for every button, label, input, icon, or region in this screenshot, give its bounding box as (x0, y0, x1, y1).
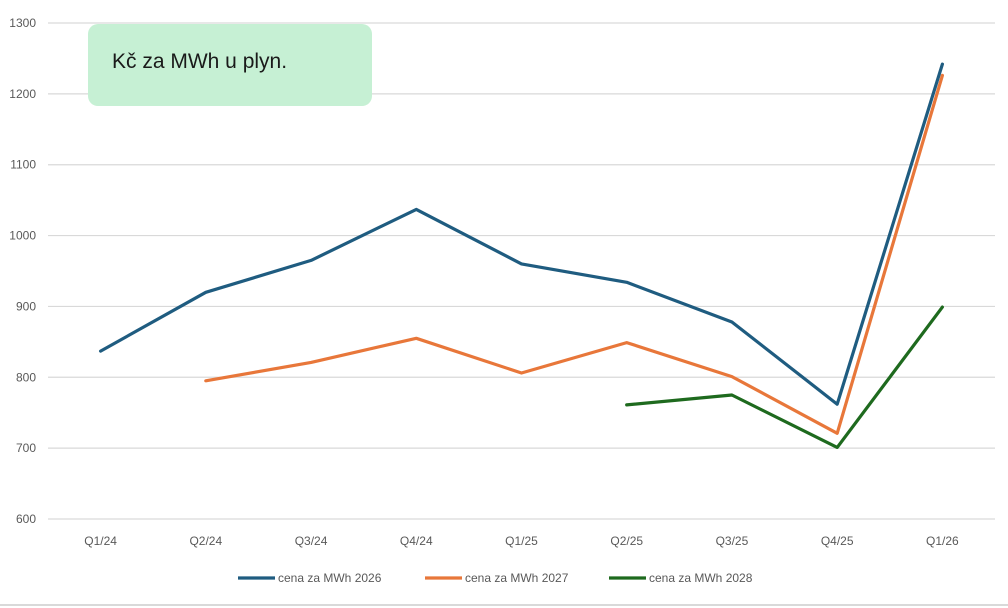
y-tick-label: 1000 (9, 229, 36, 243)
x-tick-label: Q1/25 (505, 534, 538, 548)
x-tick-label: Q1/26 (926, 534, 959, 548)
bottom-divider (0, 604, 1008, 606)
y-tick-label: 900 (16, 299, 36, 313)
x-tick-label: Q3/25 (716, 534, 749, 548)
series-line-1 (99, 62, 944, 406)
y-tick-label: 1300 (9, 16, 36, 30)
legend-label: cena za MWh 2028 (649, 571, 753, 585)
x-axis-ticks: Q1/24 Q2/24 Q3/24 Q4/24 Q1/25 Q2/25 Q3/25 Q4/25… (84, 534, 959, 548)
legend-label: cena za MWh 2026 (278, 571, 382, 585)
legend-label: cena za MWh 2027 (465, 571, 569, 585)
annotation-box: Kč za MWh u plyn. (88, 24, 372, 106)
series-line-2 (204, 73, 944, 435)
series-lines (99, 62, 944, 449)
annotation-text: Kč za MWh u plyn. (112, 50, 288, 73)
x-tick-label: Q2/24 (189, 534, 222, 548)
y-axis-ticks: 600 700 800 900 1000 1100 1200 1300 (9, 16, 36, 526)
x-tick-label: Q4/25 (821, 534, 854, 548)
y-tick-label: 600 (16, 512, 36, 526)
x-tick-label: Q1/24 (84, 534, 117, 548)
x-tick-label: Q2/25 (610, 534, 643, 548)
x-tick-label: Q3/24 (295, 534, 328, 548)
series-line-3 (625, 305, 944, 449)
y-tick-label: 1100 (10, 158, 36, 172)
legend: cena za MWh 2026 cena za MWh 2027 cena za … (238, 571, 753, 585)
y-tick-label: 1200 (9, 87, 36, 101)
x-tick-label: Q4/24 (400, 534, 433, 548)
y-tick-label: 700 (16, 441, 36, 455)
y-tick-label: 800 (16, 370, 36, 384)
